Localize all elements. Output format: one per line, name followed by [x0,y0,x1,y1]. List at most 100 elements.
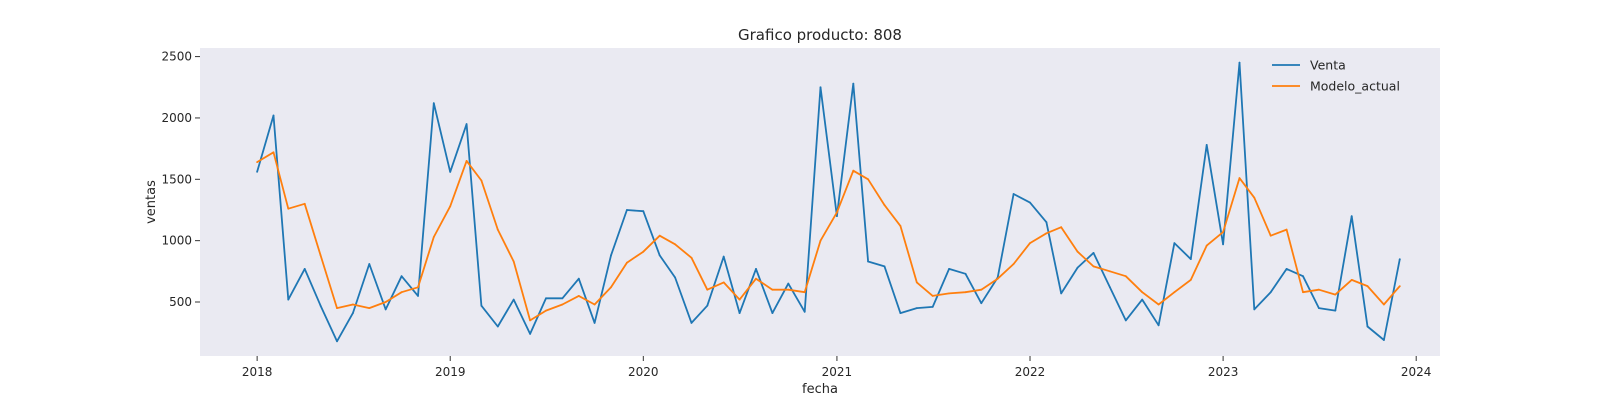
x-axis-label: fecha [802,382,838,397]
data-point [417,295,419,297]
data-point [674,276,676,279]
data-point [1189,258,1192,260]
data-point [642,250,645,253]
data-point [996,277,999,280]
data-point [867,178,869,181]
data-point [1076,250,1079,253]
data-point [400,291,403,294]
data-point [593,322,596,324]
data-point [1076,266,1079,269]
data-point [1029,242,1031,245]
data-point [1124,275,1127,278]
data-point [1398,285,1401,287]
data-point [948,292,950,295]
y-axis-ticks: 500 1000 1500 2000 2500 [161,50,200,309]
data-point [577,277,580,280]
data-point [931,295,934,297]
data-point [384,301,387,303]
data-point [771,288,774,291]
data-point [545,309,547,312]
y-tick-label: 2000 [161,111,192,125]
legend: Venta Modelo_actual [1272,58,1400,94]
data-point [336,340,338,343]
data-point [626,209,628,211]
data-point [803,310,806,313]
data-point [465,123,468,125]
data-point [948,268,950,270]
data-point [1334,293,1337,296]
data-point [496,228,499,231]
data-point [432,102,435,105]
data-point [738,312,741,314]
data-point [787,288,790,291]
data-point [1173,242,1176,245]
data-point [1366,285,1369,287]
x-tick-label: 2020 [628,365,659,379]
series-line-modelo-actual [256,151,1401,322]
y-tick-label: 2500 [161,50,192,64]
data-point [706,288,709,291]
y-tick-label: 1000 [161,234,192,248]
y-axis-label: ventas [144,180,159,224]
data-point [561,303,564,306]
data-point [1285,268,1288,270]
data-point [980,302,983,305]
data-point [690,322,693,324]
x-tick-label: 2019 [435,365,466,379]
data-point [883,265,886,268]
data-point [512,260,515,263]
data-point [480,179,483,182]
data-point [867,260,869,263]
data-point [722,281,725,284]
data-point [1141,291,1144,294]
legend-label: Modelo_actual [1310,79,1400,94]
data-point [899,225,902,227]
data-point [1029,201,1031,204]
data-point [287,298,290,301]
data-point [449,205,452,208]
data-point [512,298,515,301]
data-point [303,268,306,270]
data-point [642,210,645,213]
data-point [1253,308,1256,311]
data-point [256,171,258,173]
data-point [610,286,612,289]
data-point [272,151,275,154]
data-point [836,211,838,214]
x-tick-label: 2021 [822,365,853,379]
data-point [319,304,322,307]
data-point [336,307,338,309]
data-point [303,202,306,205]
data-point [1189,279,1192,281]
data-point [561,297,564,300]
data-point [529,333,531,335]
data-point [706,304,709,307]
data-point [384,308,387,311]
data-point [1383,339,1385,341]
data-point [1109,270,1111,273]
data-point [1334,309,1337,312]
data-point [529,319,531,322]
data-point [1092,265,1095,268]
data-point [1398,258,1401,260]
data-point [1060,292,1063,295]
data-point [319,254,322,257]
legend-label: Venta [1310,58,1346,73]
data-point [1366,325,1369,328]
data-point [1012,193,1015,195]
series-layer [256,61,1401,343]
data-point [1269,234,1272,237]
series-line-venta [256,61,1401,343]
data-point [836,215,838,218]
data-point [1238,61,1241,64]
data-point [931,306,934,308]
data-point [899,312,902,314]
data-point [674,243,676,246]
data-point [610,254,612,257]
x-tick-label: 2023 [1208,365,1239,379]
data-point [1045,232,1048,235]
data-point [545,297,547,300]
data-point [1012,263,1015,265]
data-point [400,275,403,278]
